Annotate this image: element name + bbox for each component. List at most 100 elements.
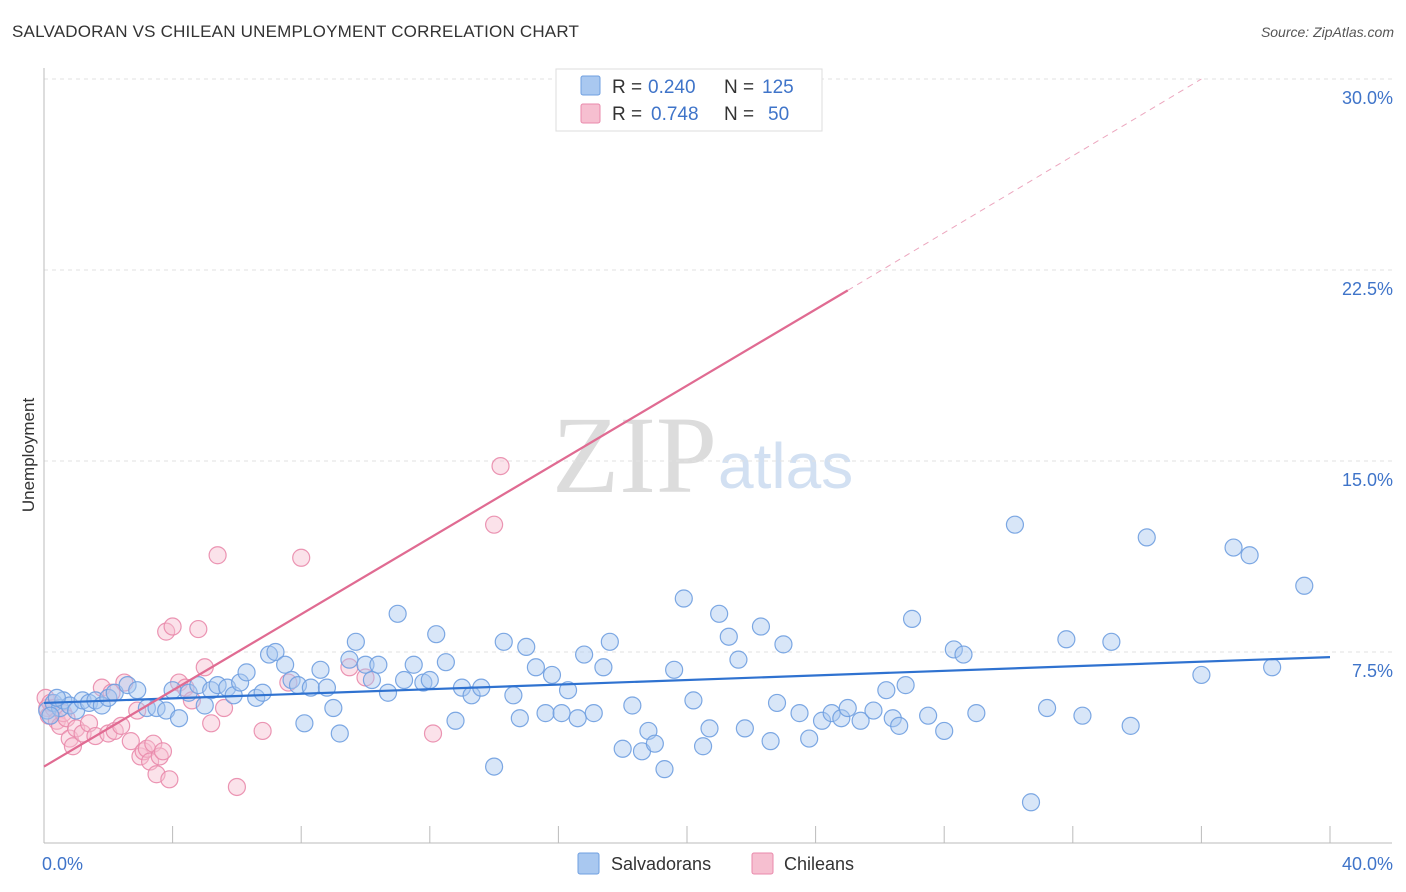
y-tick-label-2: 22.5% (1342, 279, 1393, 299)
salvadoran-point-64 (536, 704, 555, 723)
trend-lines (43, 78, 1331, 768)
salvadoran-point-37 (311, 660, 330, 679)
legend-n-value-1: 50 (768, 104, 789, 125)
salvadoran-point-89 (761, 732, 780, 751)
salvadoran-point-104 (902, 609, 922, 628)
salvadoran-point-60 (504, 686, 523, 705)
salvadoran-point-119 (1224, 538, 1243, 557)
legend-r-value-0: 0.240 (648, 77, 696, 98)
salvadoran-point-32 (276, 655, 295, 674)
chilean-point-24 (134, 742, 153, 761)
salvadoran-point-81 (684, 691, 703, 710)
chilean-point-41 (214, 698, 234, 718)
salvadoran-point-100 (877, 681, 896, 700)
salvadoran-point-51 (420, 670, 439, 690)
salvadoran-point-123 (41, 706, 60, 725)
salvadoran-point-68 (568, 709, 587, 728)
salvadoran-point-70 (584, 704, 603, 723)
watermark-zip: ZIP (552, 394, 717, 516)
bottom-legend-swatch-chileans (751, 852, 774, 875)
x-tick-label-1: 40.0% (1342, 854, 1393, 874)
chilean-point-45 (292, 548, 311, 567)
salvadoran-point-112 (1037, 698, 1057, 718)
salvadoran-point-118 (1192, 665, 1211, 685)
salvadoran-point-87 (735, 719, 754, 738)
salvadoran-point-105 (919, 706, 938, 725)
salvadoran-point-46 (378, 683, 398, 702)
salvadoran-point-106 (935, 721, 954, 741)
chilean-point-29 (150, 747, 169, 766)
salvadoran-point-120 (1240, 546, 1259, 565)
y-tick-labels: 7.5% 15.0% 22.5% 30.0% (1342, 88, 1393, 681)
salvadoran-point-109 (967, 704, 986, 723)
salvadoran-point-97 (838, 698, 857, 718)
y-tick-label-3: 30.0% (1342, 88, 1393, 108)
watermark-atlas: atlas (718, 430, 853, 502)
salvadoran-point-99 (864, 701, 883, 720)
salvadoran-point-71 (594, 658, 613, 677)
salvadoran-point-77 (645, 734, 664, 753)
salvadoran-point-12 (118, 676, 137, 695)
axes (43, 68, 1392, 844)
salvadoran-point-110 (1005, 515, 1025, 534)
legend-swatch-chileans (580, 103, 601, 124)
salvadoran-point-39 (324, 698, 343, 718)
chart-title: SALVADORAN VS CHILEAN UNEMPLOYMENT CORRE… (12, 22, 580, 41)
chileans-trend-extension (847, 78, 1202, 291)
salvadoran-point-85 (719, 627, 738, 646)
x-tick-labels: 0.0% 40.0% (42, 854, 1393, 874)
salvadoran-point-44 (362, 670, 382, 690)
chilean-point-33 (163, 617, 182, 636)
salvadoran-point-27 (237, 663, 256, 682)
salvadoran-point-96 (832, 709, 851, 728)
salvadoran-point-78 (655, 760, 674, 779)
salvadoran-point-80 (674, 589, 693, 608)
bottom-legend-label-salvadorans: Salvadorans (611, 854, 711, 874)
salvadoran-point-121 (1263, 658, 1282, 677)
salvadoran-point-36 (301, 678, 320, 697)
source-label: Source: ZipAtlas.com (1260, 24, 1394, 40)
chilean-point-21 (121, 732, 140, 751)
y-axis-title: Unemployment (19, 398, 38, 513)
salvadoran-point-48 (394, 670, 414, 690)
legend-swatch-salvadorans (580, 75, 601, 96)
salvadoran-point-122 (1295, 576, 1314, 595)
salvadoran-point-61 (510, 709, 529, 728)
salvadoran-point-79 (665, 660, 684, 679)
salvadoran-point-35 (295, 714, 314, 733)
salvadoran-point-101 (883, 709, 902, 728)
salvadoran-point-113 (1057, 630, 1076, 649)
chilean-point-48 (423, 724, 443, 743)
legend-n-label-1: N = (724, 104, 754, 125)
salvadoran-point-95 (822, 704, 841, 723)
salvadoran-point-58 (485, 757, 504, 776)
salvadoran-point-59 (494, 632, 513, 651)
chilean-point-37 (189, 619, 208, 639)
chilean-point-49 (485, 515, 504, 534)
salvadoran-point-88 (751, 617, 771, 636)
chilean-point-23 (131, 747, 150, 766)
legend: R = 0.240 N = 125 R = 0.748 N = 50 (555, 68, 823, 132)
legend-n-label-0: N = (724, 77, 754, 98)
salvadoran-point-83 (700, 719, 719, 738)
salvadoran-point-53 (436, 653, 455, 672)
salvadoran-point-74 (623, 696, 642, 715)
gridlines (44, 78, 1392, 653)
salvadoran-point-73 (613, 739, 632, 758)
y-tick-label-0: 7.5% (1352, 661, 1393, 681)
salvadoran-point-26 (231, 673, 250, 692)
bottom-legend-swatch-salvadorans (577, 852, 600, 875)
bottom-legend: Salvadorans Chileans (577, 852, 854, 875)
chilean-point-10 (63, 737, 83, 756)
salvadoran-point-31 (266, 642, 285, 662)
salvadoran-point-117 (1137, 528, 1156, 547)
salvadoran-point-124 (47, 688, 66, 707)
salvadoran-point-13 (128, 681, 147, 700)
legend-r-value-1: 0.748 (651, 104, 699, 125)
salvadoran-point-65 (542, 665, 562, 685)
y-tick-label-1: 15.0% (1342, 470, 1393, 490)
salvadoran-point-52 (427, 625, 446, 644)
salvadoran-point-18 (169, 709, 189, 728)
salvadoran-point-62 (517, 637, 536, 657)
salvadoran-point-111 (1021, 793, 1041, 812)
